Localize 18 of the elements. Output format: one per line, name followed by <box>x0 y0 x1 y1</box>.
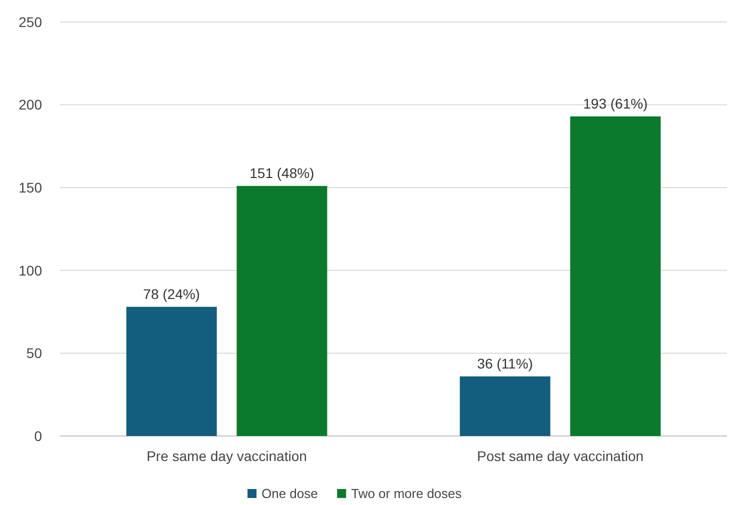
y-tick-label: 200 <box>18 96 42 113</box>
bar <box>570 116 661 436</box>
data-label: 78 (24%) <box>143 286 200 302</box>
bar <box>236 186 328 436</box>
y-tick-label: 250 <box>18 14 42 30</box>
y-tick-label: 150 <box>18 180 42 196</box>
y-tick-label: 100 <box>18 262 42 278</box>
bar <box>126 306 217 436</box>
data-label: 193 (61%) <box>583 95 648 112</box>
x-tick-label: Pre same day vaccination <box>146 448 307 464</box>
x-tick-label: Post same day vaccination <box>476 448 644 464</box>
legend-label: Two or more doses <box>351 486 462 502</box>
y-tick-label: 0 <box>34 428 42 444</box>
data-label: 151 (48%) <box>250 164 314 181</box>
y-tick-label: 50 <box>26 345 42 362</box>
bar <box>460 376 550 436</box>
data-label: 36 (11%) <box>477 355 533 372</box>
legend-label: One dose <box>262 486 318 502</box>
